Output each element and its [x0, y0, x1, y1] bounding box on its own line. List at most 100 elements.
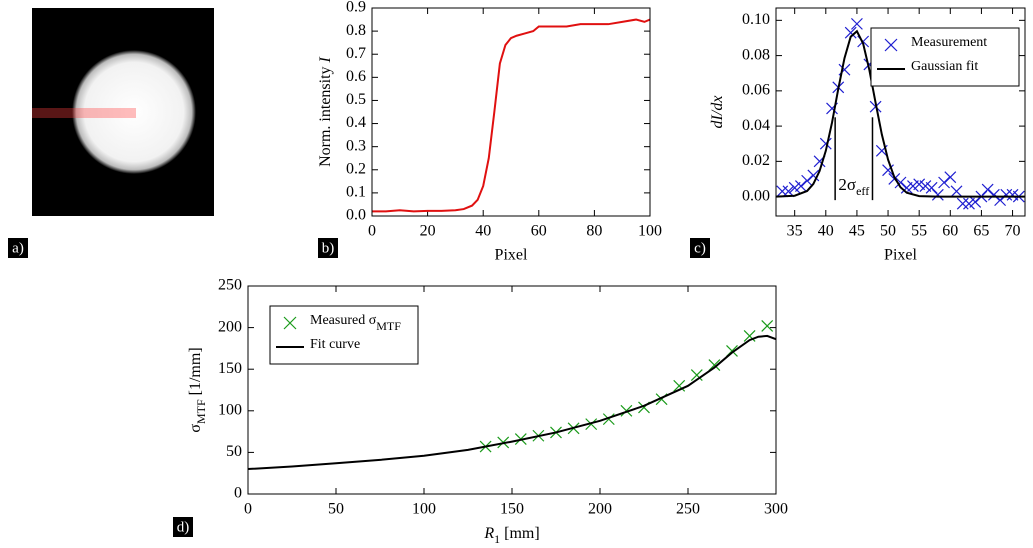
marker	[794, 180, 807, 192]
y-tick-label: 0.4	[346, 114, 366, 131]
x-tick-label: 50	[328, 501, 344, 518]
marker	[981, 183, 994, 196]
y-axis-label: Norm. intensity I	[317, 56, 334, 166]
x-tick-label: 250	[676, 501, 700, 518]
y-tick-label: 0.9	[346, 0, 366, 16]
marker	[673, 379, 686, 392]
y-axis-label: dI/dx	[709, 96, 726, 129]
axes-frame	[247, 285, 777, 495]
y-axis-label: σMTF [1/mm]	[187, 347, 208, 432]
marker	[602, 413, 615, 426]
x-tick-label: 60	[942, 223, 958, 240]
marker	[761, 320, 774, 332]
label-part: dI/dx	[709, 96, 726, 129]
image-panel	[32, 8, 214, 216]
y-tick-label: 100	[218, 401, 242, 418]
y-tick-label: 0.04	[742, 117, 770, 134]
label-part: MTF	[376, 319, 401, 333]
label-part: eff	[856, 184, 869, 198]
marker	[894, 176, 907, 189]
label-part: [1/mm]	[187, 347, 204, 399]
y-tick-label: 0.2	[346, 160, 366, 177]
marker	[844, 26, 857, 39]
x-tick-label: 200	[588, 501, 612, 518]
marker	[956, 197, 969, 210]
panel-label-box	[318, 238, 338, 258]
y-tick-label: 0.08	[742, 46, 770, 63]
x-tick-label: 40	[818, 223, 834, 240]
line	[248, 334, 776, 471]
marker	[944, 171, 957, 184]
x-tick-label: 45	[849, 223, 865, 240]
marker	[807, 169, 820, 182]
marker	[931, 188, 944, 201]
label-part: Norm. intensity	[317, 62, 334, 166]
marker	[776, 185, 789, 198]
legend-box	[870, 27, 1020, 87]
legend-label: Gaussian fit	[911, 59, 978, 74]
y-tick-label: 0.6	[346, 68, 366, 85]
axes-frame	[775, 7, 1026, 217]
y-tick-label: 0.5	[346, 91, 366, 108]
panel-label: b)	[322, 240, 335, 256]
y-tick-label: 0.3	[346, 137, 366, 154]
x-tick-label: 50	[880, 223, 896, 240]
panel-label-box	[690, 238, 710, 258]
x-tick-label: 70	[1005, 223, 1021, 240]
x-tick-label: 0	[244, 501, 252, 518]
label-part: MTF	[194, 399, 208, 424]
x-tick-label: 60	[531, 223, 547, 240]
y-tick-label: 0.0	[346, 207, 366, 224]
marker	[1000, 188, 1013, 201]
legend-label: Fit curve	[310, 337, 360, 352]
y-tick-label: 0.7	[346, 45, 366, 62]
y-tick-label: 250	[218, 277, 242, 294]
y-tick-label: 0.06	[742, 82, 770, 99]
x-tick-label: 35	[787, 223, 803, 240]
x-tick-label: 80	[586, 223, 602, 240]
legend-label: Measurement	[911, 35, 987, 50]
x-tick-label: 40	[475, 223, 491, 240]
profile-line	[32, 108, 136, 118]
panel-label: a)	[12, 240, 24, 256]
marker	[969, 195, 982, 208]
legend-marker	[884, 38, 898, 52]
y-tick-label: 150	[218, 360, 242, 377]
marker	[708, 359, 721, 371]
label-part: [mm]	[500, 525, 540, 542]
legend-label: Measured σMTF	[310, 313, 401, 333]
y-tick-label: 50	[226, 443, 242, 460]
label-part: Gaussian fit	[911, 59, 978, 74]
x-axis-label: R1 [mm]	[483, 525, 539, 546]
label-part: I	[317, 56, 334, 63]
line	[776, 29, 1025, 198]
panel-label-box	[173, 517, 193, 537]
legend-box	[269, 305, 419, 365]
x-tick-label: 100	[638, 223, 662, 240]
x-tick-label: 0	[368, 223, 376, 240]
y-tick-label: 0	[234, 485, 242, 502]
y-tick-label: 0.10	[742, 11, 770, 28]
marker	[950, 185, 963, 198]
panel-label: c)	[694, 240, 706, 256]
x-tick-label: 65	[973, 223, 989, 240]
x-tick-label: 300	[764, 501, 788, 518]
marker	[882, 164, 894, 177]
x-axis-label: Pixel	[884, 247, 917, 264]
x-tick-label: 55	[911, 223, 927, 240]
y-tick-label: 0.8	[346, 22, 366, 39]
marker	[987, 188, 1000, 201]
y-tick-label: 0.00	[742, 187, 770, 204]
marker	[801, 174, 814, 187]
label-part: 2σ	[838, 175, 856, 194]
marker	[690, 369, 703, 381]
x-tick-label: 150	[500, 501, 524, 518]
bright-disk	[72, 50, 196, 174]
panel-label-box	[8, 238, 28, 258]
x-tick-label: 100	[412, 501, 436, 518]
marker	[819, 137, 832, 150]
x-tick-label: 20	[420, 223, 436, 240]
annotation: 2σeff	[838, 175, 869, 198]
axes-frame	[371, 7, 651, 217]
